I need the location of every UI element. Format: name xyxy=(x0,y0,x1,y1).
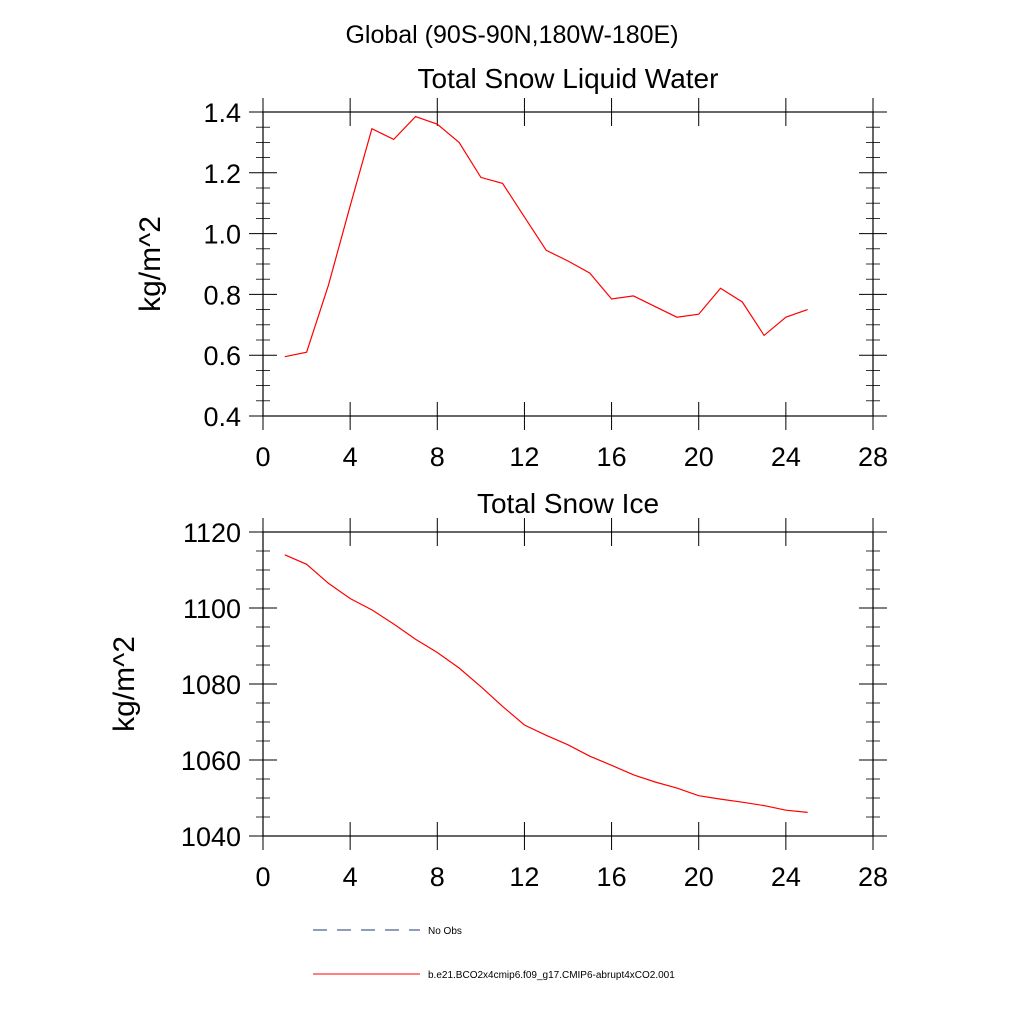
y-tick-label: 1060 xyxy=(181,746,241,776)
x-tick-label: 0 xyxy=(255,862,270,892)
legend-obs-label: No Obs xyxy=(428,926,462,937)
y-tick-label: 1.0 xyxy=(203,220,241,250)
x-tick-label: 20 xyxy=(684,442,714,472)
x-tick-label: 16 xyxy=(597,442,627,472)
chart-title: Total Snow Liquid Water xyxy=(418,63,719,94)
x-tick-label: 20 xyxy=(684,862,714,892)
y-axis-label: kg/m^2 xyxy=(134,216,167,312)
x-tick-label: 8 xyxy=(430,442,445,472)
y-tick-label: 1120 xyxy=(183,518,241,548)
x-tick-label: 0 xyxy=(255,442,270,472)
plot-frame xyxy=(262,531,874,837)
x-tick-label: 24 xyxy=(771,862,801,892)
region-title: Global (90S-90N,180W-180E) xyxy=(345,21,678,49)
series-line xyxy=(284,554,808,813)
series-line xyxy=(284,115,808,358)
y-tick-label: 0.6 xyxy=(203,341,241,371)
x-tick-label: 24 xyxy=(771,442,801,472)
x-tick-label: 8 xyxy=(430,862,445,892)
y-axis-label: kg/m^2 xyxy=(108,636,141,732)
x-tick-label: 4 xyxy=(343,442,358,472)
y-tick-label: 1.4 xyxy=(203,98,241,128)
x-tick-label: 16 xyxy=(597,862,627,892)
plot-frame xyxy=(262,111,874,417)
x-tick-label: 28 xyxy=(858,442,888,472)
chart-total-snow-liquid-water: Total Snow Liquid Water 0 4 8 12 16 20 24 28 0.4 0… xyxy=(134,63,888,472)
chart-total-snow-ice: Total Snow Ice 0 4 8 12 16 20 24 28 1040 1060 1080 1… xyxy=(108,488,888,892)
x-tick-label: 12 xyxy=(509,862,539,892)
x-tick-label: 12 xyxy=(509,442,539,472)
y-tick-label: 1100 xyxy=(183,594,241,624)
x-tick-label: 28 xyxy=(858,862,888,892)
y-tick-label: 0.8 xyxy=(203,280,241,310)
y-tick-label: 1040 xyxy=(181,822,241,852)
y-tick-label: 1080 xyxy=(181,670,241,700)
x-tick-label: 4 xyxy=(343,862,358,892)
y-tick-label: 1.2 xyxy=(203,159,241,189)
legend-model-label: b.e21.BCO2x4cmip6.f09_g17.CMIP6-abrupt4x… xyxy=(428,970,675,981)
legend: No Obs b.e21.BCO2x4cmip6.f09_g17.CMIP6-a… xyxy=(313,926,675,981)
chart-title: Total Snow Ice xyxy=(477,488,659,519)
y-tick-label: 0.4 xyxy=(203,402,241,432)
